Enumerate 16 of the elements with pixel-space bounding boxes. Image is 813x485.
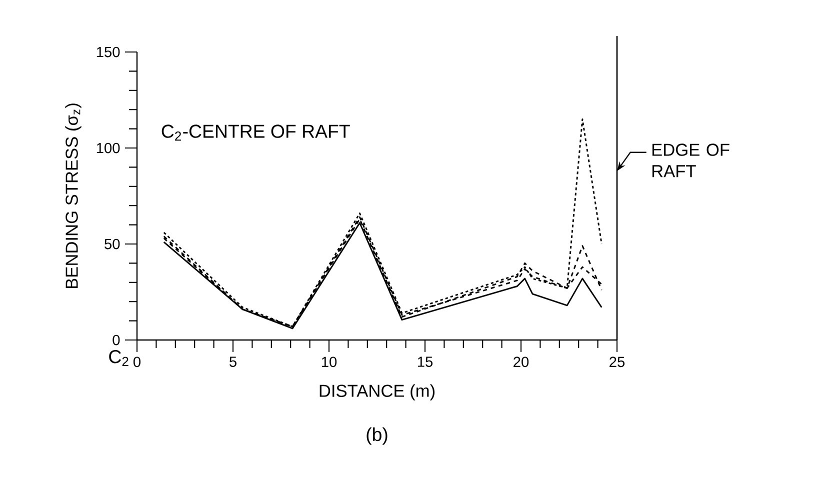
x-tick-label: 5: [230, 356, 236, 367]
x-tick-label: 20: [514, 356, 529, 368]
x-tick-label: 10: [322, 356, 337, 368]
y-axis-title: BENDING STRESS (σ$_{z}$): [65, 104, 82, 288]
y-tick-label: 50: [104, 238, 120, 250]
y-tick-label: 0: [112, 334, 120, 346]
ref-line-label: EDGE OF RAFT: [652, 144, 730, 178]
y-tick-label: 150: [96, 46, 120, 58]
x-tick-label: 0: [133, 356, 140, 368]
x-axis-title: DISTANCE (m): [320, 384, 434, 400]
annotation: C$_{2}$-CENTRE OF RAFT: [162, 124, 350, 141]
x-tick-label: 25: [610, 356, 625, 368]
text: C$_{2}$: [109, 350, 128, 366]
x-tick-label: 15: [418, 356, 433, 367]
y-tick-label: 100: [96, 142, 120, 154]
text: (b): [366, 427, 388, 445]
